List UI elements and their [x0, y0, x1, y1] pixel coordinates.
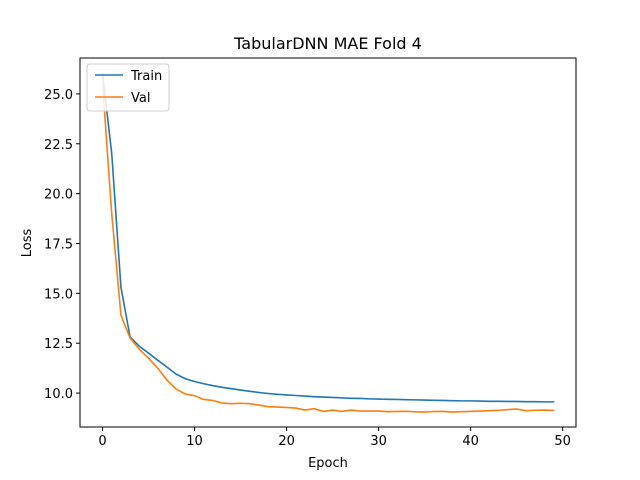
y-tick-label: 22.5: [44, 138, 73, 153]
legend: Train Val: [86, 63, 170, 112]
x-axis-label: Epoch: [308, 456, 348, 471]
x-tick-label: 10: [186, 434, 203, 449]
x-tick-label: 40: [462, 434, 479, 449]
y-tick-label: 25.0: [44, 88, 73, 103]
x-tick-label: 30: [370, 434, 387, 449]
y-tick-label: 20.0: [44, 188, 73, 203]
y-tick-label: 10.0: [44, 387, 73, 402]
y-tick-label: 15.0: [44, 287, 73, 302]
y-tick-label: 12.5: [44, 337, 73, 352]
x-tick-label: 20: [278, 434, 295, 449]
y-axis: 10.0 12.5 15.0 17.5 20.0 22.5 25.0: [44, 88, 80, 402]
y-axis-label: Loss: [20, 229, 35, 258]
series-line-train: [101, 73, 555, 403]
x-tick-label: 0: [98, 434, 106, 449]
x-axis: 0 10 20 30 40 50: [98, 427, 571, 449]
legend-label-val: Val: [131, 91, 150, 106]
plot-frame: [79, 57, 577, 428]
y-tick-label: 17.5: [44, 237, 73, 252]
chart-title: TabularDNN MAE Fold 4: [233, 34, 422, 53]
series-layer: [101, 73, 555, 413]
plot-area: [79, 57, 577, 428]
legend-label-train: Train: [130, 69, 162, 84]
series-line-val: [101, 83, 555, 413]
x-tick-label: 50: [554, 434, 571, 449]
